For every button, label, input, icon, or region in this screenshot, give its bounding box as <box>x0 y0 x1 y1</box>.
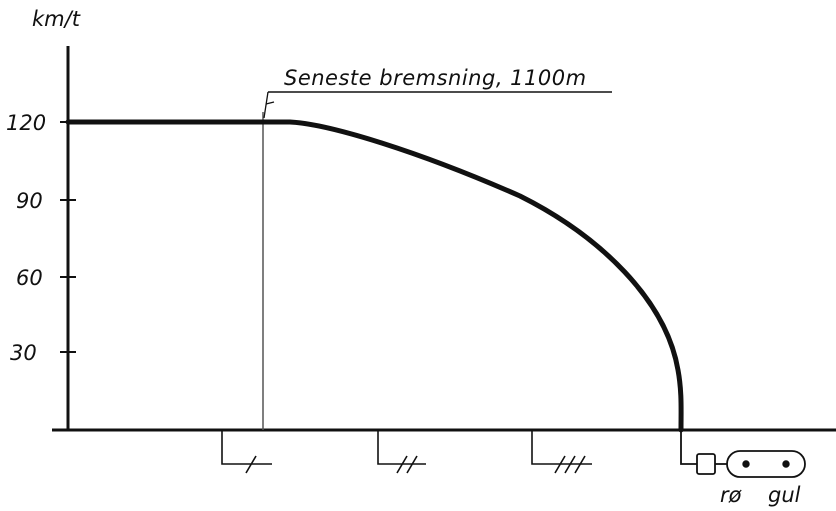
y-tick-label-90: 90 <box>16 189 43 213</box>
annotation-leader-tick <box>265 101 275 105</box>
signal-box <box>696 453 716 475</box>
signal-label-yellow: gul <box>768 483 801 507</box>
y-tick-label-120: 120 <box>6 111 46 135</box>
main-signal-symbol <box>680 430 806 478</box>
y-axis-unit-label: km/t <box>32 7 81 31</box>
signal-label-red: rø <box>720 483 743 507</box>
braking-annotation: Seneste bremsning, 1100m <box>284 66 587 90</box>
signal-lamp-red <box>742 460 750 468</box>
signal-marker-3 <box>531 430 592 474</box>
annotation-leader <box>263 91 269 119</box>
y-tick-label-60: 60 <box>16 266 43 290</box>
signal-marker-1 <box>221 430 272 474</box>
signal-head <box>726 450 806 478</box>
y-tick-label-30: 30 <box>10 341 37 365</box>
speed-curve <box>65 119 684 433</box>
signal-lamp-yellow <box>782 460 790 468</box>
signal-marker-2 <box>377 430 426 474</box>
